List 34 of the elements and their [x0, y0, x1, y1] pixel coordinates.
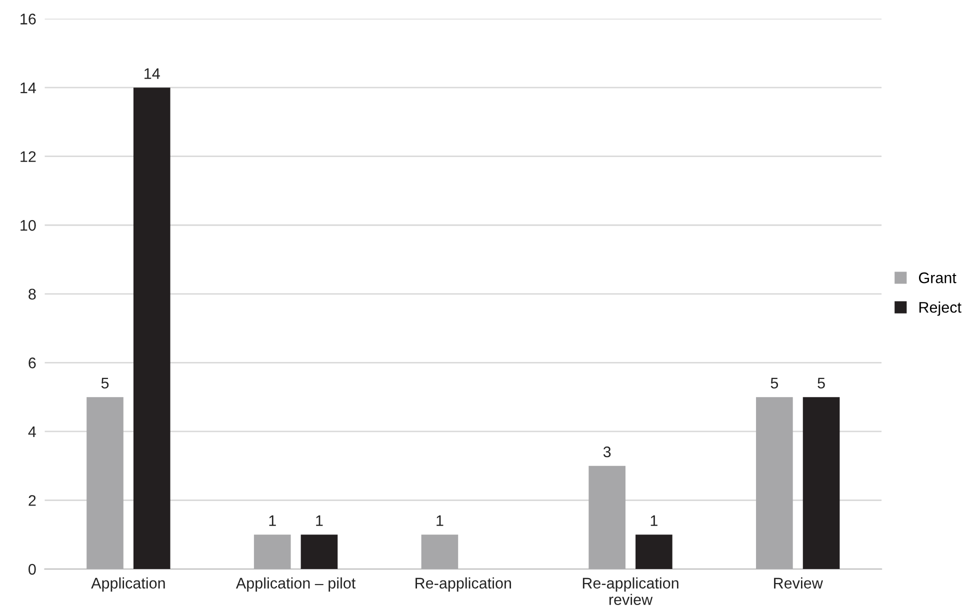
- data-label: 5: [818, 378, 825, 389]
- data-label: 5: [770, 378, 778, 389]
- x-tick-label: Re-application review: [582, 577, 678, 606]
- bar: [133, 88, 170, 570]
- bar: [756, 397, 793, 570]
- bar: [588, 466, 626, 570]
- y-tick-label: 14: [20, 82, 36, 94]
- data-label: 1: [269, 515, 276, 526]
- y-tick-label: 10: [20, 220, 36, 231]
- data-label: 1: [316, 515, 323, 526]
- bar: [636, 534, 672, 570]
- data-label: 14: [144, 68, 160, 79]
- data-label: 5: [101, 378, 109, 389]
- y-tick-label: 16: [20, 14, 36, 24]
- legend-label: Grant: [918, 272, 956, 284]
- bar: [254, 534, 291, 570]
- y-tick-label: 6: [28, 358, 36, 368]
- data-label: 1: [650, 515, 658, 526]
- bar: [300, 534, 338, 570]
- data-label: 1: [436, 515, 444, 526]
- bar: [421, 534, 458, 570]
- x-tick-label: Re-application: [416, 577, 511, 592]
- bar: [86, 397, 124, 570]
- x-tick-label: Review: [774, 577, 823, 589]
- legend-label: Reject: [919, 302, 962, 316]
- y-tick-label: 0: [28, 564, 36, 575]
- x-tick-label: Application – pilot: [236, 577, 356, 592]
- data-label: 3: [603, 446, 611, 458]
- y-tick-label: 12: [20, 151, 36, 162]
- bar: [802, 397, 840, 570]
- y-tick-label: 2: [28, 495, 36, 506]
- y-tick-label: 4: [28, 426, 36, 438]
- x-tick-label: Application: [91, 577, 165, 592]
- y-tick-label: 8: [28, 288, 36, 300]
